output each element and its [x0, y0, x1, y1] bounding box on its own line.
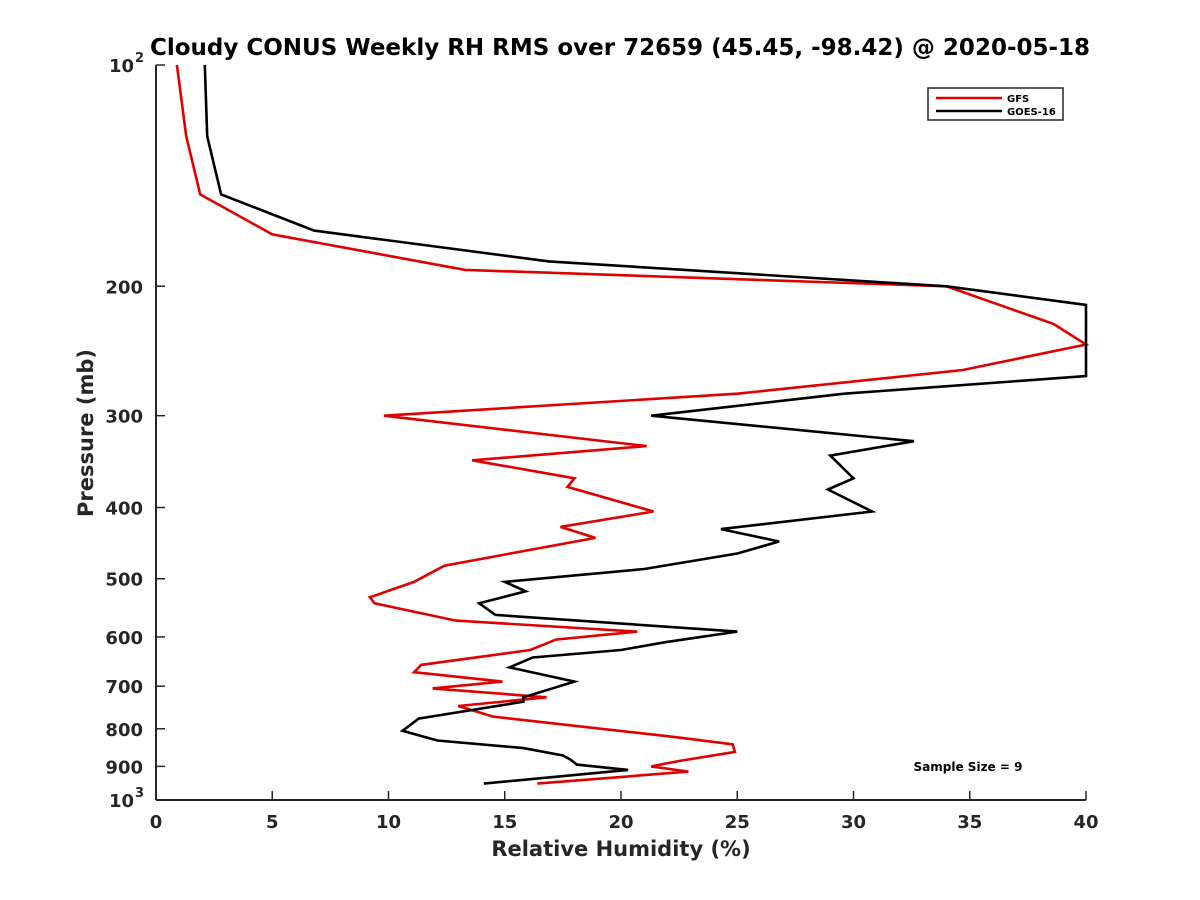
y-tick-label: 200 [105, 277, 143, 298]
x-tick-label: 25 [725, 812, 750, 833]
x-tick-label: 40 [1073, 812, 1098, 833]
x-axis-label: Relative Humidity (%) [491, 837, 750, 861]
y-tick-label: 500 [105, 570, 143, 591]
x-tick-label: 20 [608, 812, 633, 833]
y-tick-label: 400 [105, 499, 143, 520]
x-tick-label: 15 [492, 812, 517, 833]
x-tick-label: 10 [376, 812, 401, 833]
x-tick-label: 5 [266, 812, 279, 833]
y-tick-label: 700 [105, 677, 143, 698]
y-tick-exponent: 3 [135, 786, 144, 801]
plot-area: 0 5 10 15 20 25 30 35 40 10 220030040050060070080… [105, 51, 1098, 833]
y-axis-label: Pressure (mb) [74, 349, 98, 517]
legend: GFS GOES-16 [927, 87, 1064, 121]
y-tick-label: 900 [105, 757, 143, 778]
legend-label: GFS [1007, 94, 1029, 105]
y-tick-label: 600 [105, 628, 143, 649]
sample-size-annotation: Sample Size = 9 [914, 760, 1023, 774]
legend-items: GFS GOES-16 [936, 94, 1056, 118]
chart-title: Cloudy CONUS Weekly RH RMS over 72659 (4… [150, 35, 1090, 61]
legend-label: GOES-16 [1007, 107, 1056, 118]
y-tick-label: 800 [105, 720, 143, 741]
y-tick-exponent: 2 [135, 51, 144, 66]
series-layer [175, 64, 1090, 785]
y-tick-label: 300 [105, 407, 143, 428]
y-tick-label: 10 [109, 56, 134, 77]
series-line-goes-16 [203, 64, 1088, 785]
x-ticks: 0 5 10 15 20 25 30 35 40 [150, 791, 1099, 833]
legend-box [927, 87, 1064, 121]
series-line-gfs [175, 64, 1090, 785]
y-tick-label: 10 [109, 791, 134, 812]
x-tick-label: 0 [150, 812, 163, 833]
x-tick-label: 35 [957, 812, 982, 833]
x-tick-label: 30 [841, 812, 866, 833]
